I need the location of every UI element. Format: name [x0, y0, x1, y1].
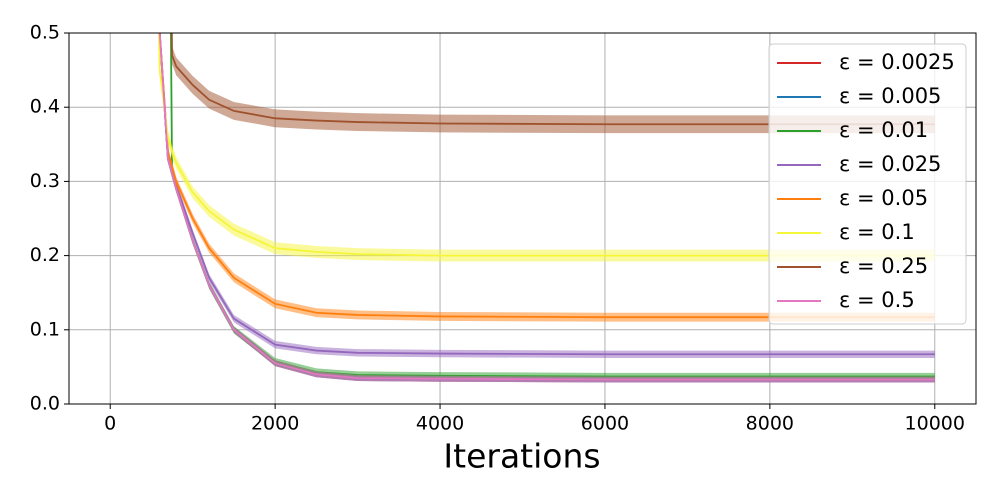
- x-tick-label: 0: [104, 413, 116, 435]
- axes: 0 2000 4000 6000 8000 10000 0.0 0.1 0.2 0.3 0.4 0.5: [30, 22, 965, 435]
- legend-label: ε = 0.0025: [839, 50, 955, 74]
- legend-label: ε = 0.1: [839, 220, 915, 244]
- x-axis-label: Iterations: [443, 437, 600, 476]
- x-tick-label: 2000: [251, 413, 299, 435]
- series-line: [158, 33, 935, 257]
- legend-label: ε = 0.005: [839, 84, 941, 108]
- y-tick-label: 0.5: [30, 22, 60, 44]
- y-tick-label: 0.3: [30, 170, 60, 192]
- x-tick-label: 10000: [905, 413, 965, 435]
- y-tick-label: 0.0: [30, 393, 60, 415]
- y-tick-label: 0.2: [30, 244, 60, 266]
- legend-box: [768, 43, 967, 325]
- series-line: [170, 33, 935, 126]
- legend-label: ε = 0.05: [839, 186, 928, 210]
- x-tick-label: 6000: [581, 413, 629, 435]
- y-tick-label: 0.1: [30, 318, 60, 340]
- legend-label: ε = 0.25: [839, 254, 928, 278]
- series-line: [158, 33, 935, 381]
- x-tick-label: 4000: [416, 413, 464, 435]
- axes-frame: [68, 32, 977, 405]
- legend-label: ε = 0.01: [839, 118, 928, 142]
- legend-label: ε = 0.5: [839, 288, 915, 312]
- y-tick-label: 0.4: [30, 96, 60, 118]
- series-line: [158, 33, 935, 319]
- x-tick-label: 8000: [746, 413, 794, 435]
- legend-label: ε = 0.025: [839, 152, 941, 176]
- legend: ε = 0.0025 ε = 0.005 ε = 0.01 ε = 0.025 ε = …: [768, 43, 967, 325]
